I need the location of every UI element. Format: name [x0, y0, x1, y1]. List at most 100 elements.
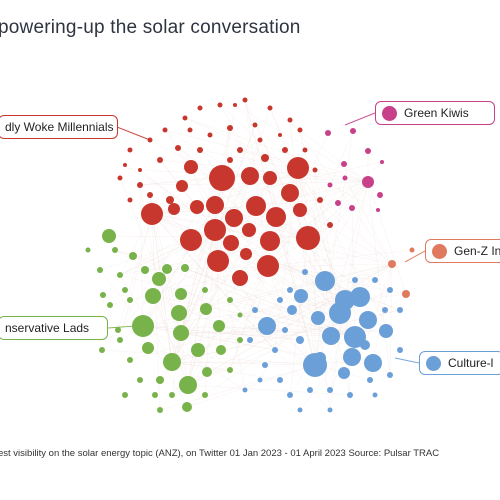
network-nodes	[85, 97, 415, 413]
network-edge	[186, 364, 316, 408]
network-edge	[220, 265, 269, 351]
network-node-green	[237, 337, 243, 343]
network-node-red	[207, 132, 213, 138]
network-node-red	[204, 219, 226, 241]
network-node-red	[227, 157, 233, 163]
network-edge	[234, 104, 369, 183]
network-node-magenta	[325, 130, 331, 136]
network-edge	[180, 289, 206, 334]
network-edge	[151, 213, 276, 351]
network-edge	[229, 265, 269, 371]
network-node-red	[162, 127, 168, 133]
network-node-red	[180, 229, 202, 251]
network-node-red	[197, 147, 203, 153]
network-edge	[254, 299, 346, 311]
network-edge	[219, 104, 393, 265]
network-node-green	[99, 347, 105, 353]
network-edge	[219, 104, 356, 338]
network-edge	[159, 167, 299, 381]
network-edge	[180, 161, 383, 334]
network-node-green	[191, 343, 205, 357]
network-node-red	[147, 137, 153, 143]
source-footnote: est visibility on the solar energy topic…	[0, 448, 440, 459]
network-edge	[299, 336, 356, 411]
network-node-green	[179, 376, 197, 394]
network-node-blue	[307, 387, 313, 393]
network-edge	[184, 117, 299, 169]
community-label-woke: dly Woke Millennials	[0, 115, 118, 139]
network-edge	[187, 263, 393, 386]
network-node-blue	[315, 271, 335, 291]
network-node-blue	[387, 372, 393, 378]
network-node-magenta	[380, 160, 384, 164]
network-node-red	[223, 235, 239, 251]
network-edge	[124, 164, 346, 301]
network-node-red	[147, 192, 153, 198]
network-edge	[152, 295, 189, 386]
network-edge	[151, 213, 189, 386]
network-edge	[171, 361, 281, 381]
network-edge	[184, 267, 356, 338]
network-node-red	[257, 255, 279, 277]
community-label-woke-text: dly Woke Millennials	[5, 120, 114, 134]
network-node-red	[225, 209, 243, 227]
network-node-red	[232, 270, 248, 286]
network-edge	[139, 169, 216, 231]
network-node-red	[209, 165, 235, 191]
network-node-magenta	[342, 175, 348, 181]
network-node-magenta	[376, 208, 380, 212]
network-edge	[234, 104, 299, 169]
network-node-green	[227, 367, 233, 373]
network-node-blue	[347, 392, 353, 398]
network-node-red	[267, 105, 273, 111]
network-edge	[351, 207, 356, 338]
network-node-green	[102, 229, 116, 243]
network-node-green	[202, 392, 208, 398]
network-node-blue	[287, 287, 293, 293]
network-edge	[314, 130, 354, 366]
network-node-red	[237, 147, 243, 153]
community-label-genz-text: Gen-Z In	[454, 244, 500, 258]
network-node-red	[281, 184, 299, 202]
network-node-red	[217, 102, 223, 108]
network-node-green	[107, 302, 113, 308]
network-edge	[142, 157, 266, 327]
network-edge	[101, 349, 316, 366]
network-edge	[177, 147, 341, 314]
network-node-green	[117, 272, 123, 278]
network-node-magenta	[335, 200, 341, 206]
network-node-red	[141, 203, 163, 225]
network-node-blue	[397, 307, 403, 313]
network-node-red	[296, 226, 320, 250]
network-node-green	[117, 337, 123, 343]
network-node-red	[190, 200, 204, 214]
network-edge	[214, 229, 256, 311]
network-edge	[187, 263, 393, 386]
network-edge	[187, 325, 220, 386]
network-node-blue	[242, 387, 248, 393]
network-node-blue	[344, 326, 366, 348]
network-node-red	[117, 175, 123, 181]
network-node-red	[312, 167, 318, 173]
network-edge	[244, 99, 316, 366]
network-node-magenta	[362, 176, 374, 188]
network-edge	[151, 213, 341, 314]
network-edge	[142, 325, 246, 391]
network-edge	[142, 325, 276, 351]
network-edge	[289, 237, 309, 396]
network-node-blue	[364, 354, 382, 372]
network-edge	[164, 129, 393, 265]
network-node-red	[197, 105, 203, 111]
network-node-blue	[302, 269, 308, 275]
network-edge	[129, 229, 216, 361]
network-edge	[344, 181, 369, 301]
network-node-red	[182, 115, 188, 121]
network-node-red	[176, 180, 188, 192]
network-edge	[297, 167, 401, 351]
network-node-blue	[262, 362, 268, 368]
community-label-lads: nservative Lads	[0, 316, 108, 340]
network-node-blue	[372, 392, 378, 398]
network-edge	[304, 271, 356, 338]
network-node-magenta	[350, 128, 356, 134]
